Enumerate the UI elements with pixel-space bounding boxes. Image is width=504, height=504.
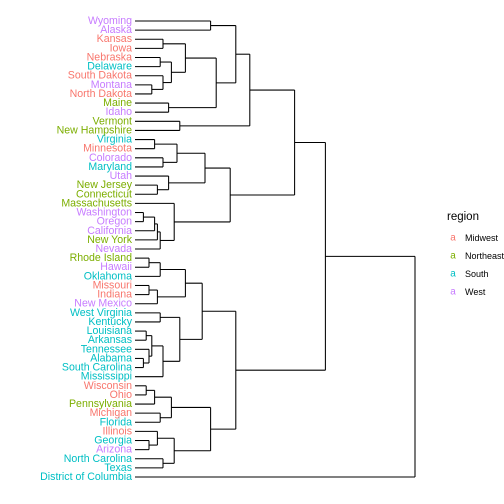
leaf-label: Alabama xyxy=(90,352,132,364)
leaf-label: Iowa xyxy=(110,42,132,54)
leaf-label: Arizona xyxy=(96,444,132,456)
leaf-label: Virginia xyxy=(97,134,132,146)
leaf-label: Georgia xyxy=(94,435,132,447)
leaf-label: Minnesota xyxy=(83,143,132,155)
leaf-label: Hawaii xyxy=(100,261,132,273)
leaf-label: Tennessee xyxy=(81,343,132,355)
leaf-label: Wyoming xyxy=(88,15,132,27)
legend-key-glyph: a xyxy=(450,287,456,298)
leaf-label: Missouri xyxy=(93,279,132,291)
leaf-label: West Virginia xyxy=(70,307,132,319)
leaf-label: Pennsylvania xyxy=(69,398,132,410)
leaf-label: Texas xyxy=(104,462,132,474)
leaf-label: Colorado xyxy=(89,152,132,164)
leaf-label: Washington xyxy=(76,207,132,219)
leaf-label: Illinois xyxy=(103,425,132,437)
legend-key-glyph: a xyxy=(450,233,456,244)
legend-key-glyph: a xyxy=(450,269,456,280)
leaf-label: Louisiana xyxy=(87,325,132,337)
leaf-label: Massachusetts xyxy=(61,197,132,209)
leaf-label: Ohio xyxy=(110,389,132,401)
legend-label: Northeast xyxy=(465,251,504,261)
leaf-label: Delaware xyxy=(87,61,132,73)
leaf-label: South Carolina xyxy=(62,362,132,374)
leaf-label: Oregon xyxy=(97,216,132,228)
leaf-label: Wisconsin xyxy=(84,380,132,392)
leaf-label: Vermont xyxy=(93,115,133,127)
leaf-label: District of Columbia xyxy=(40,471,132,483)
leaf-label: Florida xyxy=(100,416,132,428)
legend-label: West xyxy=(465,287,486,297)
leaf-label: California xyxy=(87,225,132,237)
leaf-label: Montana xyxy=(91,79,132,91)
legend-title: region xyxy=(447,211,479,223)
leaf-label: New Mexico xyxy=(74,298,132,310)
leaf-label: Maryland xyxy=(88,161,132,173)
leaf-label: Rhode Island xyxy=(70,252,133,264)
leaf-label: Connecticut xyxy=(76,188,132,200)
legend-label: South xyxy=(465,269,489,279)
leaf-label: Arkansas xyxy=(88,334,132,346)
leaf-labels: WyomingAlaskaKansasIowaNebraskaDelawareS… xyxy=(40,15,133,483)
leaf-label: North Dakota xyxy=(70,88,133,100)
leaf-label: Kansas xyxy=(97,33,132,45)
leaf-label: Nevada xyxy=(95,243,132,255)
leaf-label: Michigan xyxy=(90,407,133,419)
leaf-label: New Jersey xyxy=(77,179,133,191)
leaf-label: Nebraska xyxy=(87,51,132,63)
leaf-label: Idaho xyxy=(105,106,132,118)
leaf-label: Maine xyxy=(103,97,132,109)
leaf-label: Utah xyxy=(110,170,132,182)
legend-label: Midwest xyxy=(465,233,499,243)
leaf-label: Alaska xyxy=(100,24,132,36)
leaf-label: New Hampshire xyxy=(57,124,132,136)
leaf-label: Kentucky xyxy=(88,316,132,328)
leaf-label: Indiana xyxy=(97,289,132,301)
leaf-label: Mississippi xyxy=(81,371,132,383)
dendrogram-branches xyxy=(135,20,416,478)
leaf-label: South Dakota xyxy=(68,70,132,82)
leaf-label: North Carolina xyxy=(64,453,132,465)
leaf-label: Oklahoma xyxy=(84,270,132,282)
legend-key-glyph: a xyxy=(450,251,456,262)
leaf-label: New York xyxy=(87,234,132,246)
